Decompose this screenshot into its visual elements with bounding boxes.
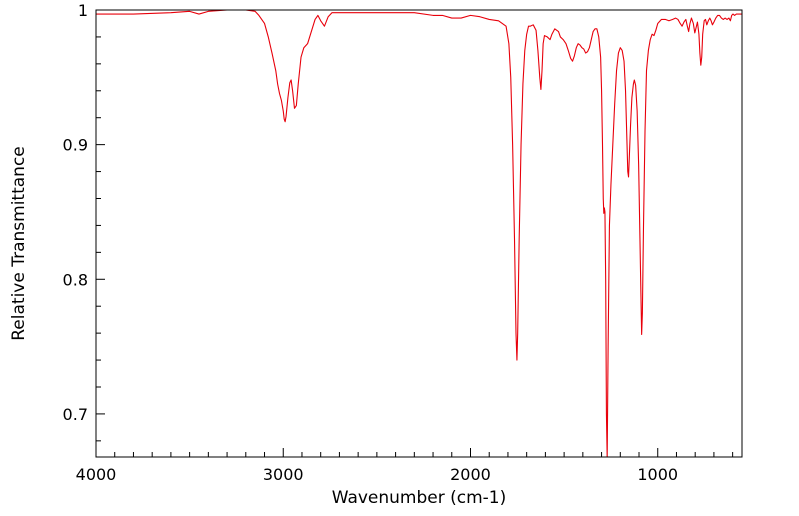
y-axis-title: Relative Transmittance — [9, 146, 29, 341]
y-tick-label: 0.8 — [63, 270, 88, 289]
y-tick-label: 0.9 — [63, 136, 88, 155]
x-tick-label: 1000 — [637, 465, 678, 484]
x-tick-label: 2000 — [450, 465, 491, 484]
y-tick-label: 1 — [78, 1, 88, 20]
tick-labels: 4000 3000 2000 1000 1 0.9 0.8 0.7 — [63, 1, 679, 484]
series-layer — [96, 10, 742, 457]
plot-frame — [95, 9, 743, 458]
x-tick-label: 3000 — [263, 465, 304, 484]
y-tick-label: 0.7 — [63, 405, 88, 424]
x-axis-title: Wavenumber (cm-1) — [332, 488, 507, 508]
x-tick-label: 4000 — [76, 465, 117, 484]
tick-marks — [95, 9, 734, 457]
spectrum-line — [96, 10, 742, 457]
